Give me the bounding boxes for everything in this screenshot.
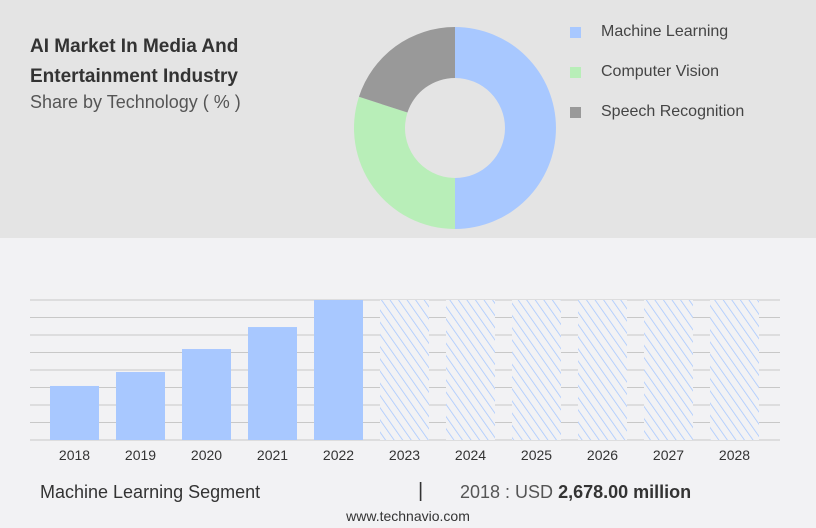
segment-label: Machine Learning Segment	[40, 482, 261, 502]
legend-label: Speech Recognition	[601, 103, 745, 120]
bar-2022	[314, 300, 363, 440]
x-tick-label: 2021	[257, 447, 288, 463]
bar-2023	[380, 300, 429, 440]
bar-2020	[182, 349, 231, 440]
value: 2,678.00 million	[558, 482, 692, 502]
separator: |	[418, 480, 424, 502]
x-tick-label: 2022	[323, 447, 354, 463]
x-tick-label: 2019	[125, 447, 156, 463]
bar-2028	[710, 300, 759, 440]
x-tick-label: 2024	[455, 447, 486, 463]
legend: Machine Learning Computer Vision Speech Re…	[570, 12, 744, 132]
legend-item: Computer Vision	[570, 52, 744, 92]
x-tick-label: 2026	[587, 447, 618, 463]
bar-2018	[50, 385, 99, 440]
legend-swatch	[570, 26, 581, 38]
website: www.technavio.com	[346, 508, 470, 524]
chart-subtitle: Share by Technology ( % )	[30, 92, 241, 112]
bar-2019	[116, 372, 165, 440]
bar-2021	[248, 327, 297, 440]
legend-swatch	[570, 106, 581, 118]
bar-2027	[644, 300, 693, 440]
x-tick-label: 2025	[521, 447, 552, 463]
legend-label: Computer Vision	[601, 63, 719, 80]
bar-2025	[512, 300, 561, 440]
segment-value: 2018 : USD 2,678.00 million	[460, 482, 691, 503]
bar-2026	[578, 300, 627, 440]
legend-swatch	[570, 66, 581, 78]
bar-2024	[446, 300, 495, 440]
x-tick-label: 2028	[719, 447, 750, 463]
x-tick-label: 2020	[191, 447, 222, 463]
legend-item: Speech Recognition	[570, 92, 744, 132]
x-tick-label: 2018	[59, 447, 90, 463]
year-label: 2018 : USD	[460, 482, 554, 502]
chart-title: AI Market In Media And Entertainment Ind…	[30, 36, 239, 87]
legend-label: Machine Learning	[601, 23, 729, 40]
legend-item: Machine Learning	[570, 12, 744, 52]
x-tick-label: 2027	[653, 447, 684, 463]
x-tick-label: 2023	[389, 447, 420, 463]
